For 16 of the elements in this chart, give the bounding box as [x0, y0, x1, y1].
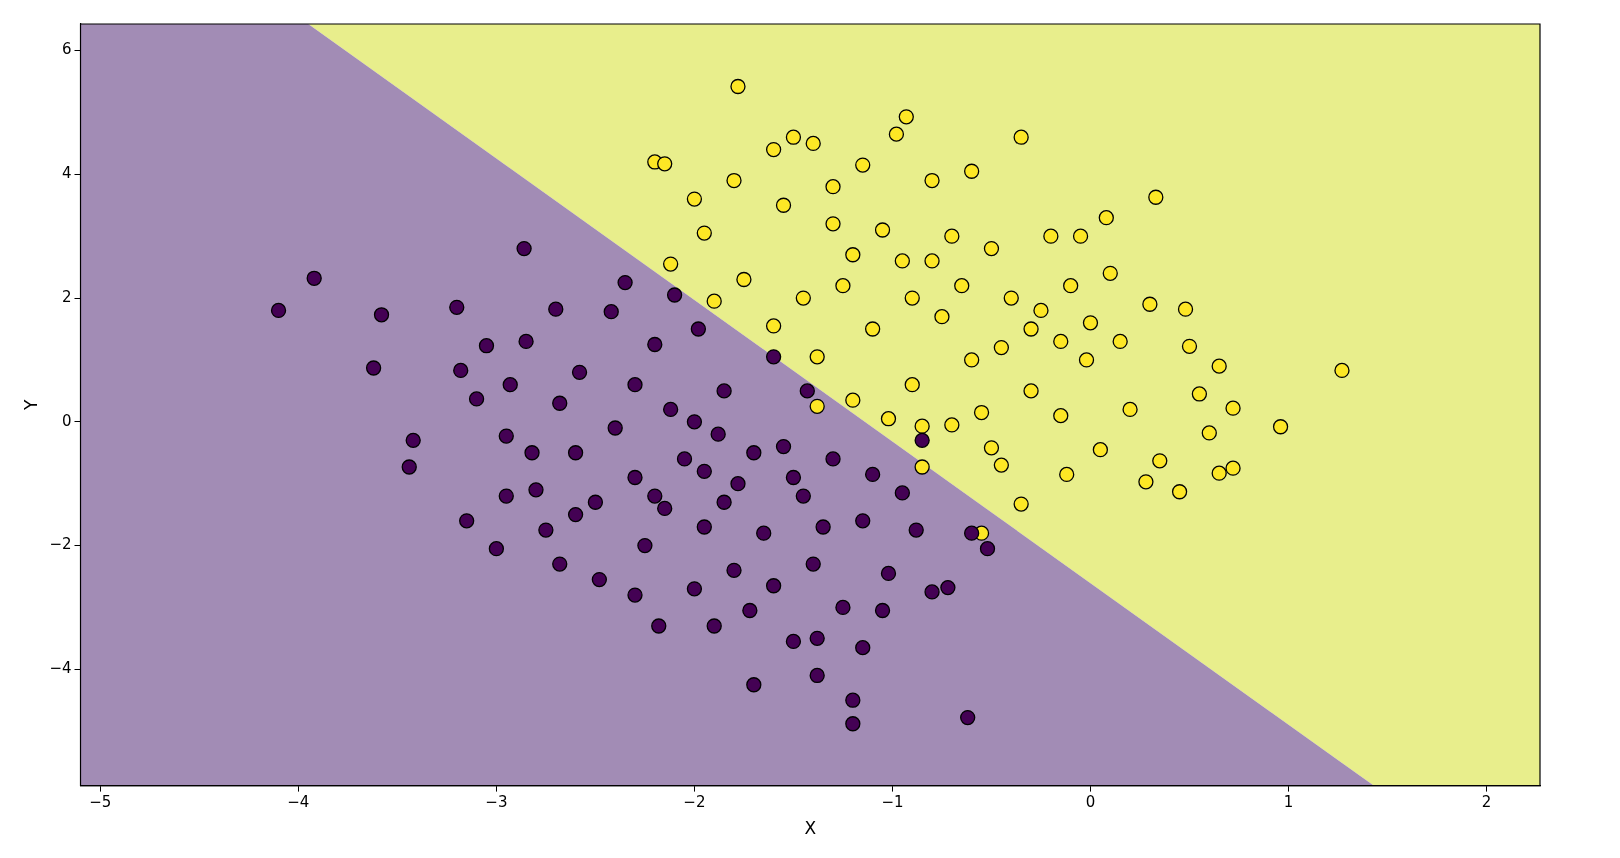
x-tick-label: −4: [287, 793, 310, 812]
y-axis-title: Y: [20, 399, 41, 411]
x-axis-title: X: [804, 818, 817, 839]
x-tick-label: −2: [683, 793, 706, 812]
x-tick-label: −1: [881, 793, 904, 812]
x-tick-label: 0: [1085, 793, 1096, 812]
y-tick-label: 0: [61, 411, 72, 430]
y-tick-label: 2: [61, 287, 72, 306]
x-tick-label: 1: [1283, 793, 1294, 812]
y-tick-label: −2: [49, 535, 72, 554]
y-tick-label: 6: [61, 40, 72, 59]
x-tick-label: −5: [89, 793, 112, 812]
x-tick-label: −3: [485, 793, 508, 812]
x-tick-label: 2: [1481, 793, 1492, 812]
y-tick-label: −4: [49, 659, 72, 678]
y-tick-label: 4: [61, 164, 72, 183]
